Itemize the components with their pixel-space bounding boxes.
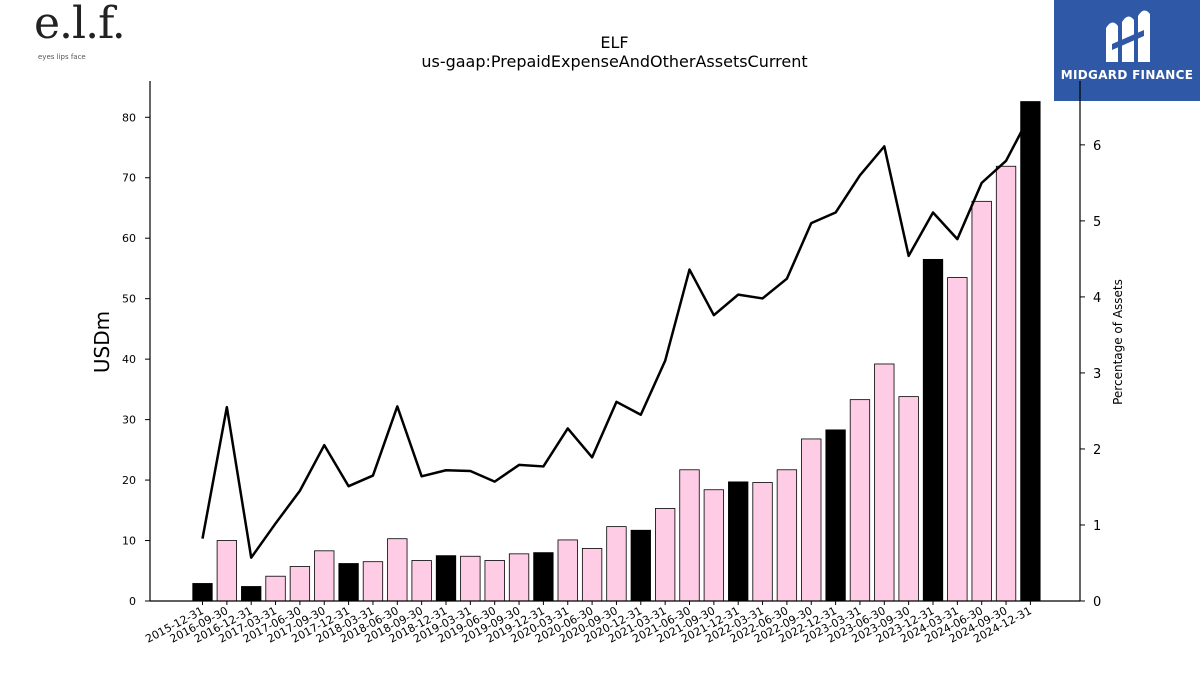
chart-bar xyxy=(314,550,335,602)
y2-tick-label: 0 xyxy=(1093,595,1101,610)
y-tick-label: 0 xyxy=(129,595,136,608)
chart-bar xyxy=(801,438,822,602)
y-tick-label: 40 xyxy=(122,353,136,366)
chart-bar xyxy=(387,538,408,602)
chart-bar xyxy=(557,539,578,602)
y2-tick-label: 2 xyxy=(1093,443,1101,458)
chart-bar xyxy=(898,396,919,602)
y-tick-label: 10 xyxy=(122,535,136,548)
chart-bar xyxy=(995,165,1017,602)
chart-bar xyxy=(241,586,262,602)
chart-bar xyxy=(192,583,213,602)
chart-bar xyxy=(971,200,992,602)
y2-tick-label: 4 xyxy=(1093,291,1101,306)
chart-bar xyxy=(655,508,676,602)
chart-bar xyxy=(362,561,384,602)
chart-bar xyxy=(338,563,359,602)
chart-bar xyxy=(508,553,530,602)
chart-bar xyxy=(849,399,871,602)
chart-bar xyxy=(752,482,773,602)
chart-subtitle: us-gaap:PrepaidExpenseAndOtherAssetsCurr… xyxy=(421,52,808,71)
chart-bar xyxy=(922,258,944,602)
chart-bar xyxy=(484,560,505,602)
series-line xyxy=(201,113,1032,559)
y-tick-label: 70 xyxy=(122,172,136,185)
y-tick-label: 80 xyxy=(122,111,136,124)
midgard-finance-logo: MIDGARD FINANCE xyxy=(1054,0,1200,101)
chart-bar xyxy=(581,547,603,602)
chart-bar xyxy=(874,363,895,602)
chart-bar xyxy=(679,469,700,602)
elf-logo-wordmark: e.l.f. xyxy=(34,0,126,49)
chart-bar xyxy=(630,529,651,602)
chart-bar xyxy=(265,575,286,602)
chart-title: ELF xyxy=(600,33,629,52)
midgard-logo-text: MIDGARD FINANCE xyxy=(1060,68,1194,82)
chart-bar xyxy=(825,429,846,602)
chart-bar xyxy=(728,481,749,602)
y-tick-label: 60 xyxy=(122,232,136,245)
y2-tick-label: 3 xyxy=(1093,367,1101,382)
chart-bar xyxy=(216,540,238,602)
y2-tick-label: 5 xyxy=(1093,215,1101,230)
chart-bar xyxy=(703,489,724,602)
elf-logo-tagline: eyes lips face xyxy=(38,53,86,61)
chart-bar xyxy=(411,560,432,602)
y2-tick-label: 6 xyxy=(1093,139,1101,154)
y-tick-label: 50 xyxy=(122,293,136,306)
y-tick-label: 30 xyxy=(122,414,136,427)
elf-logo: e.l.f. eyes lips face xyxy=(30,0,126,64)
chart-bar xyxy=(435,555,457,602)
chart-bar xyxy=(606,526,627,602)
chart-bar xyxy=(1020,101,1041,602)
chart-bar xyxy=(776,469,798,602)
chart-bar xyxy=(533,552,554,602)
y2-tick-label: 1 xyxy=(1093,519,1101,534)
chart-bar xyxy=(947,277,968,602)
chart-bar xyxy=(289,566,311,602)
y-tick-label: 20 xyxy=(122,474,136,487)
chart-bar xyxy=(460,555,481,602)
midgard-monogram-icon xyxy=(1106,10,1150,63)
